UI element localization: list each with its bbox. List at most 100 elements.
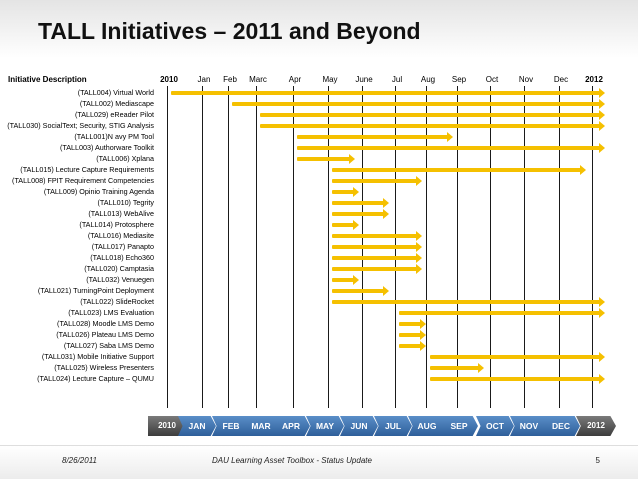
initiative-bar: [399, 308, 605, 318]
column-header-may: May: [322, 75, 338, 84]
initiative-label: (TALL024) Lecture Capture – QUMU: [37, 374, 154, 383]
column-header-june: June: [355, 75, 373, 84]
initiative-bar: [332, 275, 359, 285]
column-header-nov: Nov: [518, 75, 534, 84]
arrow-head-icon: [599, 110, 605, 120]
grid-line: [524, 86, 525, 408]
initiative-label: (TALL010) Tegrity: [97, 198, 154, 207]
initiative-label: (TALL032) Venuegen: [86, 275, 154, 284]
column-header-feb: Feb: [223, 75, 237, 84]
initiative-label: (TALL009) Opinio Training Agenda: [43, 187, 154, 196]
initiative-bar: [332, 242, 422, 252]
initiative-label: (TALL028) Moodle LMS Demo: [57, 319, 154, 328]
initiative-bar: [332, 297, 605, 307]
footer-title: DAU Learning Asset Toolbox - Status Upda…: [212, 456, 372, 465]
initiative-bar: [260, 110, 605, 120]
initiative-label: (TALL021) TurningPoint Deployment: [37, 286, 154, 295]
arrow-head-icon: [383, 198, 389, 208]
arrow-head-icon: [599, 352, 605, 362]
arrow-head-icon: [349, 154, 355, 164]
timeline-chevron-jun: JUN: [340, 416, 378, 436]
initiative-bar: [332, 176, 422, 186]
column-header-2012: 2012: [585, 75, 603, 84]
grid-line: [328, 86, 329, 408]
slide-title: TALL Initiatives – 2011 and Beyond: [38, 18, 421, 44]
initiative-bar: [399, 341, 426, 351]
initiative-label: (TALL029) eReader Pilot: [75, 110, 154, 119]
initiative-bar: [297, 154, 355, 164]
arrow-head-icon: [599, 99, 605, 109]
column-header-aug: Aug: [420, 75, 436, 84]
initiative-bar: [332, 220, 359, 230]
arrow-head-icon: [416, 253, 422, 263]
arrow-head-icon: [416, 242, 422, 252]
grid-line: [490, 86, 491, 408]
arrow-head-icon: [353, 220, 359, 230]
grid-line: [293, 86, 294, 408]
column-header-2010: 2010: [160, 75, 178, 84]
grid-line: [592, 86, 593, 408]
initiative-bar: [430, 363, 484, 373]
initiative-label: (TALL016) Mediasite: [87, 231, 154, 240]
initiative-label: (TALL008) FPIT Requirement Competencies: [12, 176, 154, 185]
initiative-label: (TALL031) Mobile Initiative Support: [41, 352, 154, 361]
timeline-chevron-sep: SEP: [440, 416, 478, 436]
arrow-head-icon: [420, 341, 426, 351]
footer-date: 8/26/2011: [62, 456, 97, 465]
timeline-chevron-apr: APR: [272, 416, 310, 436]
timeline-chevron-2012: 2012: [576, 416, 616, 436]
arrow-head-icon: [599, 308, 605, 318]
column-header-sep: Sep: [451, 75, 467, 84]
initiative-bar: [297, 143, 605, 153]
arrow-head-icon: [599, 88, 605, 98]
initiative-bar: [332, 264, 422, 274]
initiative-bar: [171, 88, 605, 98]
initiative-bar: [430, 374, 605, 384]
initiative-label: (TALL002) Mediascape: [79, 99, 154, 108]
arrow-head-icon: [478, 363, 484, 373]
column-header-apr: Apr: [288, 75, 302, 84]
arrow-head-icon: [416, 231, 422, 241]
initiative-label: (TALL026) Plateau LMS Demo: [56, 330, 154, 339]
initiative-label: (TALL027) Saba LMS Demo: [63, 341, 154, 350]
timeline-chevron-may: MAY: [306, 416, 344, 436]
initiative-label: (TALL018) Echo360: [90, 253, 154, 262]
timeline-chevron-nov: NOV: [510, 416, 548, 436]
title-band: [0, 0, 638, 58]
initiative-bar: [399, 319, 426, 329]
arrow-head-icon: [580, 165, 586, 175]
initiative-label: (TALL020) Camptasia: [84, 264, 154, 273]
timeline-chevron-2010: 2010: [148, 416, 186, 436]
timeline-chevron-oct: OCT: [476, 416, 514, 436]
initiative-bar: [332, 231, 422, 241]
arrow-head-icon: [353, 275, 359, 285]
grid-line: [167, 86, 168, 408]
column-header-marc: Marc: [249, 75, 267, 84]
initiative-label: (TALL004) Virtual World: [77, 88, 154, 97]
timeline-chevron-jul: JUL: [374, 416, 412, 436]
initiative-bar: [260, 121, 605, 131]
grid-line: [559, 86, 560, 408]
grid-line: [228, 86, 229, 408]
timeline-chevron-jan: JAN: [178, 416, 216, 436]
initiative-label: (TALL023) LMS Evaluation: [68, 308, 154, 317]
column-header-dec: Dec: [553, 75, 569, 84]
initiative-bar: [332, 187, 359, 197]
initiative-bar: [332, 165, 586, 175]
arrow-head-icon: [383, 286, 389, 296]
arrow-head-icon: [420, 330, 426, 340]
initiative-label: (TALL001)N avy PM Tool: [74, 132, 154, 141]
arrow-head-icon: [416, 176, 422, 186]
initiative-label: (TALL013) WebAlive: [88, 209, 154, 218]
page-number: 5: [595, 456, 600, 465]
arrow-head-icon: [353, 187, 359, 197]
arrow-head-icon: [416, 264, 422, 274]
initiative-bar: [332, 286, 389, 296]
header-initiative-description: Initiative Description: [8, 75, 87, 84]
timeline-chevron-aug: AUG: [408, 416, 446, 436]
arrow-head-icon: [599, 121, 605, 131]
timeline-chevron-feb: FEB: [212, 416, 250, 436]
arrow-head-icon: [599, 374, 605, 384]
initiative-bar: [430, 352, 605, 362]
